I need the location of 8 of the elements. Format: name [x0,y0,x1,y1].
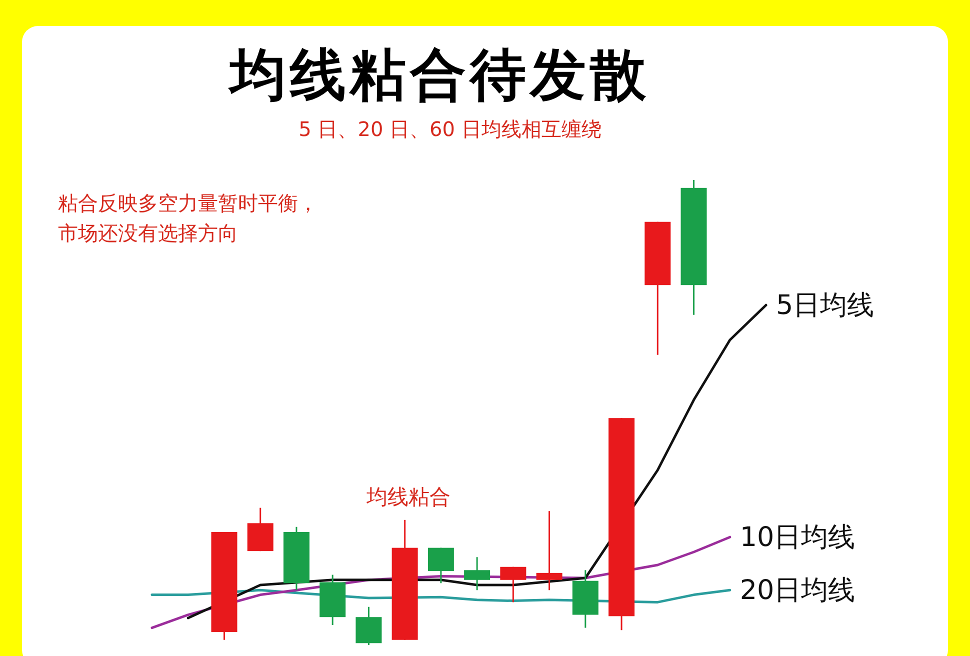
annotation: 均线粘合 [365,485,450,509]
series-label: 5日均线 [776,290,874,322]
chart-subtitle: 5 日、20 日、60 日均线相互缠绕 [298,117,602,141]
candlestick [536,510,562,591]
series-label: 10日均线 [740,522,856,554]
annotation: 粘合反映多空力量暂时平衡，市场还没有选择方向 [58,191,318,245]
chart-title: 均线粘合待发散 [227,43,650,108]
series-label: 20日均线 [740,575,856,606]
